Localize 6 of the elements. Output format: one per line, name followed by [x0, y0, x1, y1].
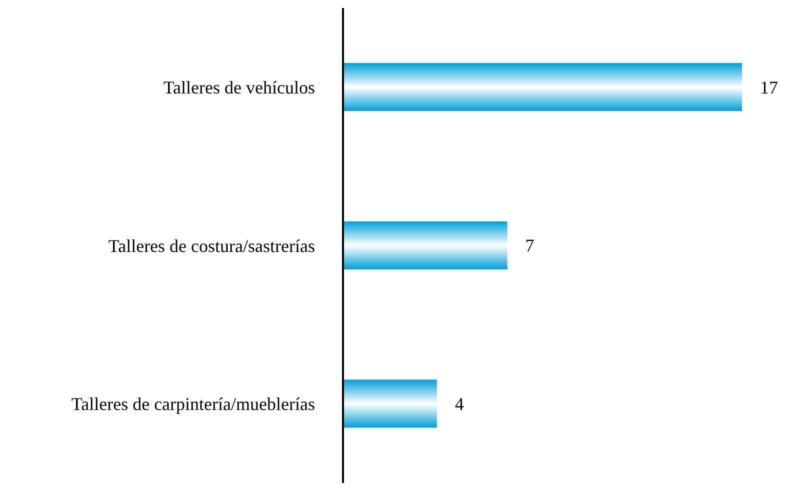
y-tick-label: Talleres de costura/sastrerías: [108, 236, 315, 256]
data-label: 17: [760, 77, 778, 98]
y-tick-label: Talleres de carpintería/mueblerías: [71, 394, 315, 414]
data-label: 4: [454, 394, 464, 414]
y-tick-label: Talleres de vehículos: [163, 78, 315, 98]
data-label: 7: [525, 236, 534, 256]
